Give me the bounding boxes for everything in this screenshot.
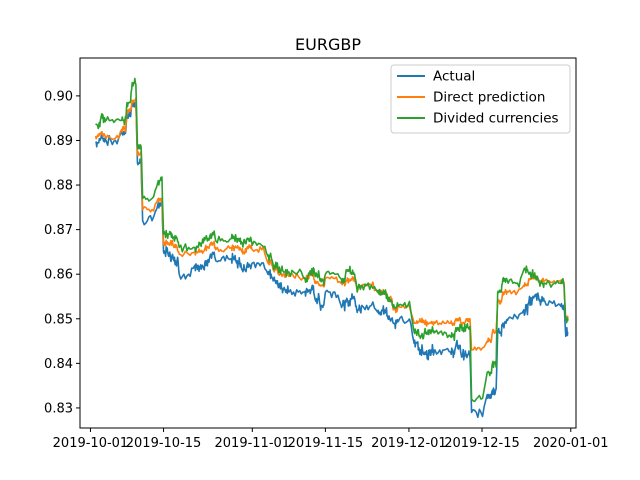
y-tick-label-0.89: 0.89 [44, 134, 73, 149]
y-tick-label-0.85: 0.85 [44, 312, 73, 327]
legend-entry-divided-currencies: Divided currencies [397, 111, 559, 127]
y-tick-label-0.86: 0.86 [44, 268, 73, 283]
y-tick-label-0.90: 0.90 [44, 89, 73, 104]
x-tick-label-2020-01-01: 2020-01-01 [533, 436, 609, 451]
y-axis: 0.83 0.84 0.85 0.86 0.87 0.88 0.89 0.90 [44, 89, 80, 416]
series-line-direct-prediction [94, 97, 569, 351]
x-tick-label-2019-11-01: 2019-11-01 [215, 436, 291, 451]
series-line-actual [95, 100, 569, 419]
legend-entry-direct-prediction: Direct prediction [397, 90, 545, 106]
legend-label-actual: Actual [433, 69, 475, 85]
x-tick-label-2019-10-15: 2019-10-15 [126, 436, 202, 451]
y-tick-label-0.88: 0.88 [44, 179, 73, 194]
legend-label-divided-currencies: Divided currencies [433, 111, 559, 127]
chart-title: EURGBP [295, 35, 361, 54]
y-tick-label-0.83: 0.83 [44, 401, 73, 416]
x-tick-label-2019-12-15: 2019-12-15 [444, 436, 520, 451]
legend-entry-actual: Actual [397, 69, 475, 85]
x-tick-label-2019-11-15: 2019-11-15 [288, 436, 364, 451]
legend: Actual Direct prediction Divided currenc… [390, 64, 571, 134]
legend-box [390, 64, 571, 134]
legend-label-direct-prediction: Direct prediction [433, 90, 545, 106]
y-tick-label-0.84: 0.84 [44, 357, 73, 372]
series-group [94, 77, 569, 419]
y-tick-label-0.87: 0.87 [44, 223, 73, 238]
x-tick-label-2019-10-01: 2019-10-01 [53, 436, 129, 451]
plot-frame [79, 57, 577, 429]
x-tick-label-2019-12-01: 2019-12-01 [371, 436, 447, 451]
series-line-divided-currencies [95, 77, 569, 403]
